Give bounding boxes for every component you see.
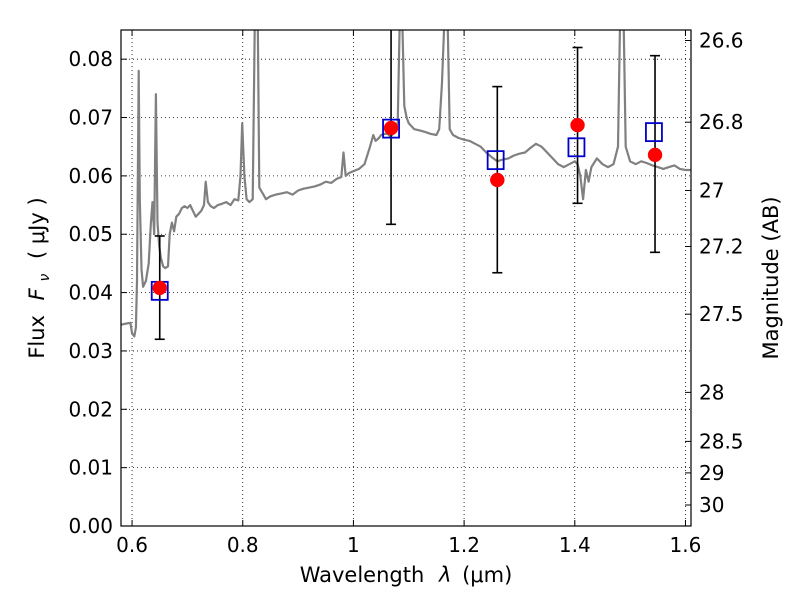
observed-flux-point [152, 280, 167, 296]
model-flux-square [645, 122, 663, 143]
y2-tick-label: 26.8 [699, 110, 744, 134]
x-axis: 0.6 0.8 1 1.2 1.4 1.6 [116, 30, 701, 557]
spectrum-line [121, 30, 691, 338]
y2-tick-label: 30 [699, 493, 724, 517]
y2-axis-title: Magnitude (AB) [759, 196, 783, 359]
y-tick-label: 0.06 [68, 164, 113, 188]
x-tick-label: 0.8 [227, 533, 259, 557]
observed-flux-series [152, 117, 663, 296]
x-tick-label: 0.6 [116, 533, 148, 557]
y-tick-label: 0.01 [68, 456, 113, 480]
model-flux-square [382, 118, 400, 139]
y-axis-left: 0.00 0.01 0.02 0.03 0.04 0.05 0.06 0.07 0.08 [68, 47, 127, 538]
y2-tick-label: 27 [699, 178, 724, 202]
model-flux-square [567, 137, 586, 158]
y2-tick-label: 27.5 [699, 302, 744, 326]
observed-flux-point [383, 120, 399, 136]
y-tick-label: 0.02 [68, 397, 113, 421]
x-tick-label: 1 [347, 533, 360, 557]
y2-tick-label: 27.2 [699, 234, 744, 258]
y-tick-label: 0.00 [68, 514, 113, 538]
y-tick-label: 0.05 [68, 222, 113, 246]
observed-flux-point [570, 117, 585, 133]
model-flux-square [486, 150, 505, 171]
x-tick-label: 1.4 [559, 533, 591, 557]
x-tick-label: 1.2 [448, 533, 480, 557]
y-tick-label: 0.07 [68, 106, 113, 130]
y-axis-title: Flux F ν ( μJy ) [25, 197, 54, 358]
x-tick-label: 1.6 [670, 533, 702, 557]
y2-tick-label: 26.6 [699, 29, 744, 53]
observed-flux-point [490, 172, 505, 188]
y2-tick-label: 29 [699, 461, 724, 485]
y-tick-label: 0.03 [68, 339, 113, 363]
observed-flux-point [647, 147, 663, 163]
y-tick-label: 0.04 [68, 281, 113, 305]
plot-frame [120, 29, 692, 527]
y-tick-label: 0.08 [68, 47, 113, 71]
spectrum-series [121, 30, 691, 338]
y-axis-right: 26.6 26.8 27 27.2 27.5 28 28.5 29 30 [685, 29, 744, 517]
y2-tick-label: 28 [699, 380, 724, 404]
y2-tick-label: 28.5 [699, 429, 744, 453]
x-axis-title: Wavelength λ (μm) [300, 563, 513, 587]
model-photometry-series [150, 118, 663, 301]
grid-lines [121, 30, 691, 527]
